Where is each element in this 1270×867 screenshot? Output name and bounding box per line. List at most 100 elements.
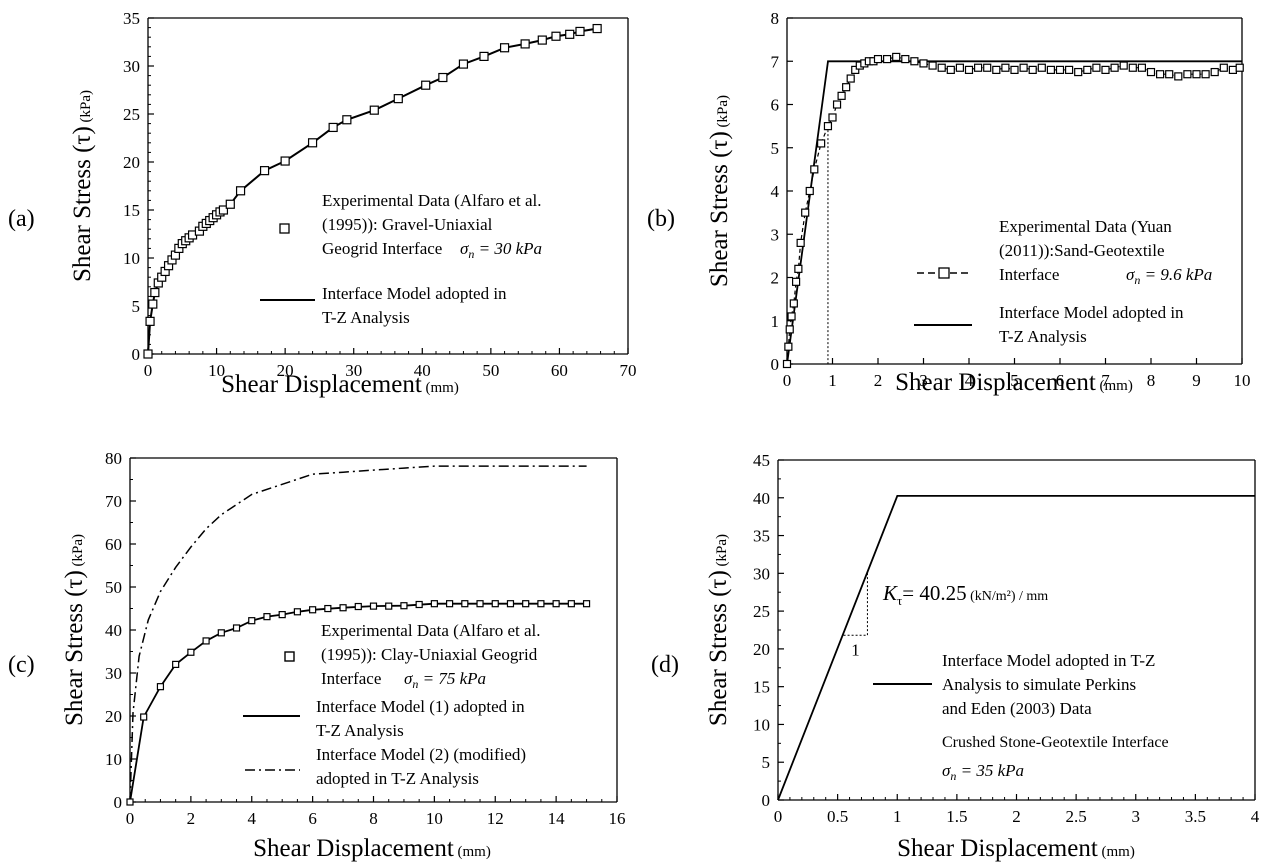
series-exp-marker (551, 31, 561, 41)
series-exp-marker (791, 277, 801, 286)
x-tick-label: 2 (874, 371, 883, 390)
y-tick-label: 0 (762, 791, 771, 810)
x-tick-label: 0 (144, 361, 153, 380)
sigma-value: = 75 kPa (418, 669, 486, 688)
x-tick-label: 16 (609, 809, 626, 828)
y-tick-label: 5 (771, 139, 780, 158)
series-exp-marker (837, 91, 846, 100)
series-exp-marker (817, 139, 826, 148)
k-unit: (kN/m²) / mm (967, 589, 1049, 604)
x-axis-title-main: Shear Displacement (895, 369, 1096, 396)
x-tick-label: 4 (248, 809, 257, 828)
y-tick-label: 8 (771, 9, 780, 28)
legend-model-text: T-Z Analysis (999, 327, 1087, 346)
series-exp-marker (882, 54, 892, 64)
series-exp-marker (506, 600, 515, 608)
series-exp-marker (1219, 63, 1228, 72)
legend-sigma-text: σn = 30 kPa (460, 239, 542, 261)
y-tick-label: 35 (123, 9, 140, 28)
series-exp-marker (832, 100, 842, 109)
series-exp-marker (458, 59, 469, 69)
legend-model-text: Interface Model adopted in (322, 284, 507, 303)
x-tick-label: 1 (828, 371, 837, 390)
series-exp-marker (946, 65, 955, 75)
sigma-subscript: n (1134, 273, 1140, 287)
x-tick-label: 10 (208, 361, 225, 380)
legend-exp-text: Interface (999, 265, 1059, 284)
series-exp-marker (1083, 65, 1092, 75)
series-exp-marker (143, 349, 153, 359)
series-exp-marker (1001, 63, 1010, 72)
y-axis-title-unit: (kPa) (70, 534, 86, 570)
series-exp-marker (1064, 65, 1074, 75)
series-exp-marker (592, 23, 602, 34)
series-exp-marker (784, 342, 793, 351)
panel-b: 0 1 2 3 4 5 6 7 8 9 10 0 1 2 3 4 5 6 7 8 (b) Shear Displaceme… (647, 9, 1251, 396)
y-tick-label: 20 (753, 640, 770, 659)
y-tick-label: 30 (753, 564, 770, 583)
x-tick-label: 0.5 (827, 807, 848, 826)
series-exp-marker (1046, 65, 1056, 75)
x-tick-label: 40 (414, 361, 431, 380)
panel-label: (a) (8, 206, 35, 232)
sigma-subscript: n (950, 769, 956, 783)
series-exp-marker (796, 238, 805, 247)
x-tick-label: 4 (965, 371, 974, 390)
series-exp-marker (1183, 70, 1192, 79)
series-exp-marker (520, 39, 530, 49)
sigma-symbol: σ (460, 239, 469, 258)
y-tick-label: 4 (771, 182, 780, 201)
series-model2-dashdot-line (129, 465, 587, 803)
legend-model-text: and Eden (2003) Data (942, 699, 1092, 718)
series-exp-marker (782, 359, 792, 369)
panel-d: 0 0.5 1 1.5 2 2.5 3 3.5 4051015202530354045(d)Sh… (651, 451, 1260, 862)
series-exp-marker (479, 51, 489, 62)
legend-model2-text: adopted in T-Z Analysis (316, 769, 479, 788)
y-tick-label: 40 (753, 489, 770, 508)
series-exp-marker (461, 600, 469, 608)
x-axis-title-unit: (mm) (422, 380, 459, 396)
series-exp-marker (156, 683, 165, 691)
legend-sigma-text: σn = 35 kPa (942, 761, 1024, 783)
sigma-subscript: n (412, 677, 418, 691)
series-exp-marker (259, 166, 270, 176)
x-tick-label: 2.5 (1066, 807, 1087, 826)
x-axis-title-main: Shear Displacement (221, 371, 422, 398)
series-exp-marker (293, 608, 302, 616)
series-exp-marker (263, 613, 271, 621)
series-exp-marker (385, 602, 393, 610)
sigma-symbol: σ (404, 669, 413, 688)
y-tick-label: 30 (105, 664, 122, 683)
sigma-value: = 9.6 kPa (1140, 265, 1212, 284)
y-tick-label: 45 (753, 451, 770, 470)
series-exp-marker (565, 29, 575, 39)
series-exp-marker (217, 629, 225, 637)
series-exp-marker (582, 600, 591, 608)
x-tick-label: 6 (308, 809, 317, 828)
x-tick-label: 4 (1251, 807, 1260, 826)
series-exp-marker (823, 122, 833, 131)
panel-label: (b) (647, 206, 675, 232)
x-tick-label: 8 (1147, 371, 1156, 390)
y-axis-title-unit: (kPa) (78, 90, 94, 126)
series-exp-marker (218, 205, 229, 215)
legend-exp-marker (284, 651, 295, 662)
y-tick-label: 3 (771, 225, 780, 244)
legend-model-text: Analysis to simulate Perkins (942, 675, 1136, 694)
x-tick-label: 12 (487, 809, 504, 828)
series-exp-marker (324, 604, 332, 613)
series-exp-marker (537, 35, 547, 45)
x-axis-title-unit: (mm) (454, 844, 491, 860)
series-model-line (777, 494, 1255, 801)
series-exp-marker (928, 61, 937, 70)
sigma-subscript: n (468, 247, 474, 261)
series-exp-marker (567, 600, 575, 608)
legend-sigma-text: σn = 9.6 kPa (1126, 265, 1212, 287)
y-tick-label: 1 (771, 312, 780, 331)
series-exp-marker (1010, 65, 1019, 75)
k-subscript: τ (897, 593, 902, 608)
series-exp-marker (828, 113, 837, 122)
y-axis-title-main: Shear Stress (τ) (61, 570, 88, 726)
y-tick-label: 25 (123, 105, 140, 124)
x-tick-label: 1.5 (946, 807, 967, 826)
